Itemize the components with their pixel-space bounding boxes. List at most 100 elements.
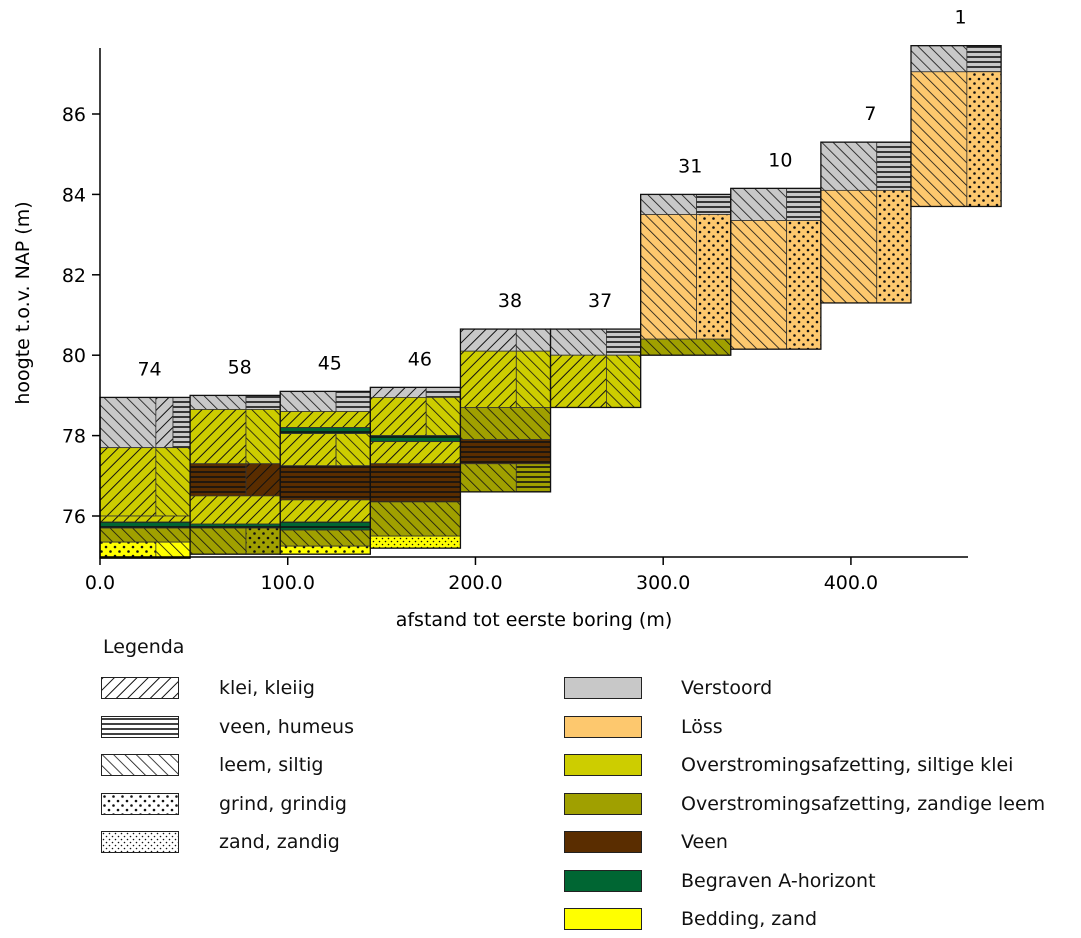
layer-veen-pattern — [966, 45, 1002, 73]
legend-label: leem, siltig — [219, 754, 324, 776]
layer-grind-pattern — [99, 541, 157, 559]
x-tick-label: 200.0 — [448, 572, 502, 594]
layer-leem-pattern — [279, 390, 337, 412]
y-axis-title: hoogte t.o.v. NAP (m) — [12, 201, 34, 404]
boring-label: 46 — [408, 348, 432, 370]
legend-item-leem: leem, siltig — [101, 753, 324, 777]
layer-klei-pattern — [279, 433, 337, 467]
layer-veen-pattern — [876, 141, 912, 191]
zand-pattern-swatch — [101, 831, 179, 853]
layer-leem-pattern — [515, 350, 551, 408]
layer-leem-pattern — [550, 328, 607, 356]
layer-klei-pattern — [155, 397, 174, 449]
legend-item-unit: Verstoord — [564, 676, 772, 700]
x-tick-label: 300.0 — [636, 572, 690, 594]
layer-leem-pattern — [640, 338, 732, 356]
legend-item-veen: veen, humeus — [101, 715, 354, 739]
boring-7: 7 — [820, 103, 912, 304]
legend-item-grind: grind, grindig — [101, 792, 347, 816]
layer-grind-pattern — [696, 214, 732, 340]
boring-outline — [459, 328, 552, 493]
layer-grind-pattern — [279, 545, 371, 555]
y-tick-label: 78 — [62, 426, 86, 448]
layer-klei-pattern — [369, 397, 427, 437]
grind-pattern-swatch — [101, 792, 179, 815]
legend-title: Legenda — [103, 636, 185, 658]
layer-leem-pattern — [606, 354, 642, 408]
layer-leem-pattern — [820, 141, 878, 191]
layer-veen-pattern — [335, 390, 371, 412]
layer-leem-pattern — [369, 501, 461, 537]
boring-label: 31 — [678, 155, 702, 177]
veen-pattern-swatch — [101, 715, 179, 738]
boring-outline — [820, 141, 912, 304]
layer-grind-pattern — [966, 71, 1002, 207]
legend-item-unit: Overstromingsafzetting, zandige leem — [564, 792, 1045, 816]
layer-leem-pattern — [910, 71, 968, 207]
x-tick-label: 400.0 — [824, 572, 878, 594]
legend-label: Verstoord — [681, 677, 773, 699]
layer-klei-pattern — [460, 328, 517, 352]
layer-veen-pattern — [606, 328, 642, 356]
layer-klei-pattern — [99, 447, 157, 517]
layer-zand-pattern — [369, 535, 461, 549]
x-tick-label: 100.0 — [261, 572, 315, 594]
layer-veen-pattern — [279, 427, 371, 434]
borehole-columns: 74 58 45 46 38 37 31 10 7 1 — [99, 7, 1002, 559]
layer-leem-pattern — [189, 394, 247, 410]
leem-pattern-swatch — [101, 754, 179, 776]
boring-74: 74 — [99, 358, 191, 559]
color-swatch — [564, 831, 642, 853]
boring-37: 37 — [549, 290, 642, 409]
y-tick-label: 86 — [62, 104, 86, 126]
layer-leem-pattern — [640, 193, 697, 215]
legend-item-klei: klei, kleiig — [101, 676, 315, 700]
boring-label: 58 — [228, 356, 252, 378]
boring-38: 38 — [459, 290, 552, 493]
legend-label: Löss — [681, 715, 723, 738]
boring-label: 1 — [955, 7, 967, 29]
legend-label: klei, kleiig — [219, 677, 315, 699]
legend-item-zand: zand, zandig — [101, 830, 340, 854]
layer-klei-pattern — [189, 409, 247, 465]
legend-item-unit: Overstromingsafzetting, siltige klei — [564, 753, 1013, 777]
boring-label: 74 — [137, 358, 161, 380]
layer-leem-pattern — [460, 463, 517, 493]
layer-leem-pattern — [730, 187, 788, 221]
layer-leem-pattern — [245, 409, 281, 465]
legend-label: zand, zandig — [219, 831, 340, 853]
color-swatch — [564, 869, 642, 892]
layer-klei-pattern — [369, 441, 461, 465]
layer-klei-pattern — [279, 499, 371, 523]
layer-klei-pattern — [550, 354, 607, 408]
layer-veen-pattern — [696, 193, 732, 215]
cross-section-chart: 74 58 45 46 38 37 31 10 7 1 76 78 80 82 84 86 0.0 100.0 2… — [12, 7, 1002, 630]
color-swatch — [564, 715, 642, 738]
boring-label: 38 — [498, 290, 522, 312]
layer-leem-pattern — [99, 527, 191, 543]
y-tick-label: 84 — [62, 184, 86, 206]
layer-leem-pattern — [189, 527, 247, 555]
layer-veen-pattern — [99, 521, 191, 529]
layer-klei-pattern — [245, 463, 281, 497]
boring-label: 37 — [588, 290, 612, 312]
layer-grind-pattern — [786, 220, 822, 350]
layer-klei-pattern — [279, 411, 371, 428]
layer-veen-pattern — [369, 435, 461, 443]
boring-label: 7 — [864, 103, 876, 125]
layer-veen-pattern — [515, 463, 551, 493]
boring-46: 46 — [369, 348, 462, 549]
layer-veen-pattern — [189, 463, 247, 497]
color-swatch — [564, 908, 642, 930]
boring-label: 10 — [768, 149, 792, 171]
layer-veen-pattern — [279, 465, 371, 501]
color-swatch — [564, 792, 642, 815]
layer-leem-pattern — [335, 433, 371, 467]
layer-grind-pattern — [876, 189, 912, 304]
axes: 76 78 80 82 84 86 0.0 100.0 200.0 300.0 400.0 — [62, 48, 968, 594]
layer-veen-pattern — [460, 439, 551, 465]
layer-leem-pattern — [99, 397, 157, 449]
layer-leem-pattern — [460, 407, 551, 441]
layer-veen-pattern — [172, 397, 191, 449]
layer-leem-pattern — [425, 397, 461, 437]
